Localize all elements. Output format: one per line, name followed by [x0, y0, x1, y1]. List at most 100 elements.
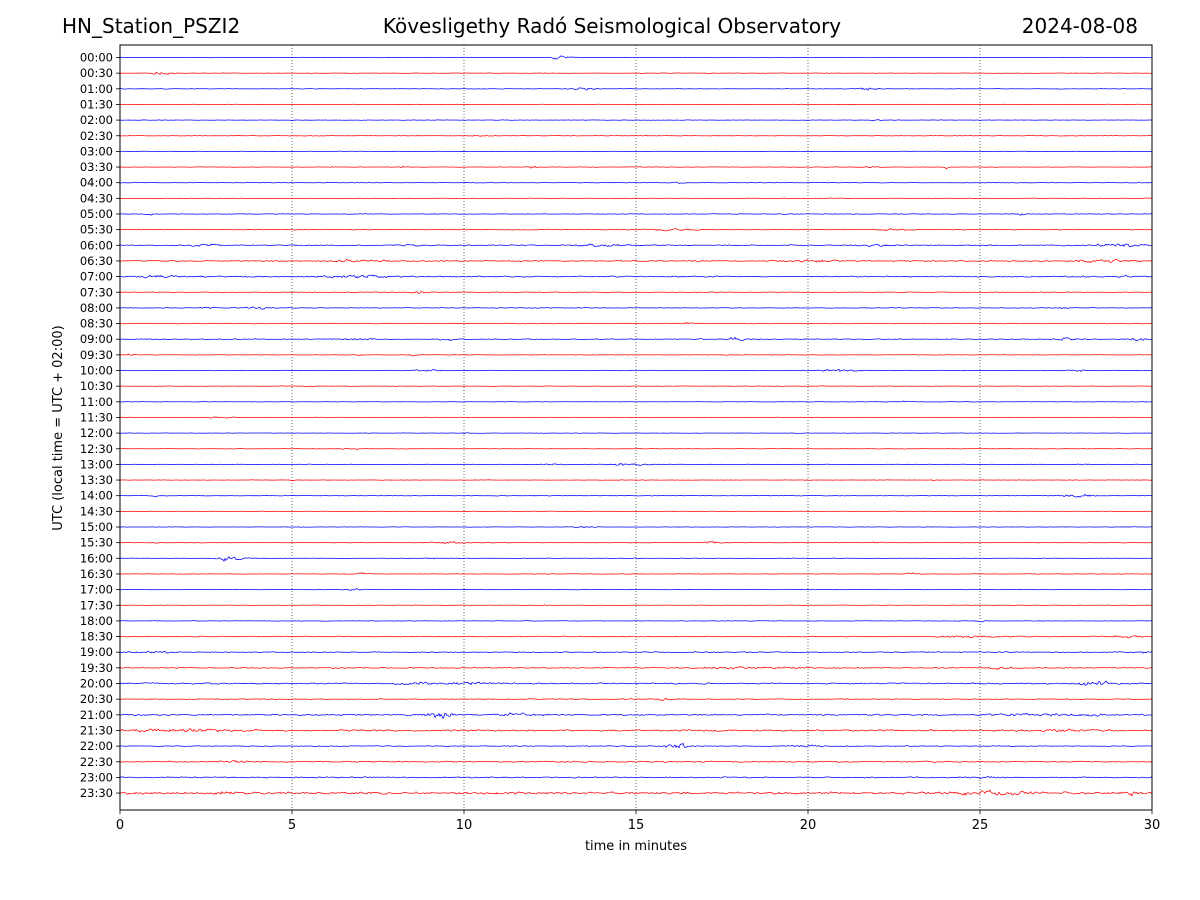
y-tick-label: 00:00	[80, 51, 113, 65]
trace-1500	[119, 526, 1153, 529]
y-tick-label: 13:30	[80, 473, 113, 487]
y-tick-label: 07:30	[80, 285, 113, 299]
trace-1930	[119, 666, 1153, 670]
y-tick-label: 02:00	[80, 113, 113, 127]
x-tick-label: 25	[972, 818, 989, 833]
y-tick-label: 19:00	[80, 645, 113, 659]
y-tick-label: 01:00	[80, 82, 113, 96]
trace-0100	[119, 87, 1153, 91]
y-tick-label: 06:00	[80, 238, 113, 252]
trace-0800	[119, 306, 1152, 310]
trace-2100	[119, 712, 1153, 720]
trace-0900	[119, 336, 1153, 342]
y-tick-label: 22:30	[80, 755, 113, 769]
y-tick-label: 10:30	[80, 379, 113, 393]
y-tick-label: 03:00	[80, 144, 113, 158]
trace-0630	[119, 258, 1153, 263]
trace-1630	[120, 572, 1153, 575]
x-axis-label: time in minutes	[585, 839, 687, 854]
y-tick-label: 21:30	[80, 723, 113, 737]
trace-2200	[119, 742, 1153, 749]
trace-1330	[119, 479, 1153, 482]
y-tick-label: 23:00	[80, 770, 113, 784]
trace-2130	[119, 728, 1153, 733]
y-tick-label: 19:30	[80, 661, 113, 675]
trace-0330	[119, 165, 1153, 170]
y-tick-label: 04:30	[80, 191, 113, 205]
y-tick-label: 12:00	[80, 426, 113, 440]
trace-2000	[119, 680, 1153, 686]
y-tick-label: 08:30	[80, 317, 113, 331]
x-tick-layer: 0 5 10 15 20 25 30	[116, 810, 1160, 833]
trace-1400	[119, 493, 1153, 498]
trace-1730	[119, 604, 1153, 607]
y-tick-label: 16:30	[80, 567, 113, 581]
trace-layer	[119, 55, 1153, 797]
y-tick-label: 20:30	[80, 692, 113, 706]
y-tick-label: 16:00	[80, 551, 113, 565]
trace-0130	[119, 103, 1153, 106]
y-tick-label: 17:00	[80, 583, 113, 597]
y-tick-label: 14:00	[80, 489, 113, 503]
trace-1430	[119, 510, 1153, 513]
trace-1130	[119, 416, 1153, 419]
y-tick-label: 18:30	[80, 630, 113, 644]
trace-1000	[119, 368, 1153, 372]
trace-0300	[119, 150, 1153, 153]
trace-0430	[119, 197, 1153, 200]
trace-2330	[119, 789, 1153, 797]
y-tick-label: 13:00	[80, 457, 113, 471]
grid-layer	[291, 45, 981, 810]
x-tick-label: 15	[628, 818, 645, 833]
y-tick-label: 20:00	[80, 677, 113, 691]
y-tick-label: 15:00	[80, 520, 113, 534]
y-tick-label: 18:00	[80, 614, 113, 628]
y-tick-label: 09:30	[80, 348, 113, 362]
trace-1700	[119, 588, 1153, 591]
trace-1600	[119, 556, 1153, 562]
y-tick-label: 12:30	[80, 442, 113, 456]
x-tick-label: 30	[1144, 818, 1161, 833]
trace-0200	[119, 119, 1153, 122]
y-tick-label: 10:00	[80, 364, 113, 378]
y-tick-label: 03:30	[80, 160, 113, 174]
date-title: 2024-08-08	[1021, 14, 1138, 38]
trace-0600	[119, 243, 1153, 248]
trace-0030	[120, 71, 1153, 75]
trace-0230	[119, 134, 1153, 137]
y-tick-label: 11:00	[80, 395, 113, 409]
x-tick-label: 5	[288, 818, 296, 833]
trace-1030	[119, 385, 1153, 388]
y-axis-label: UTC (local time = UTC + 02:00)	[51, 325, 66, 530]
trace-2300	[119, 776, 1153, 780]
y-tick-label: 15:30	[80, 536, 113, 550]
trace-0530	[120, 228, 1153, 232]
trace-1200	[119, 432, 1153, 434]
y-tick-label: 02:30	[80, 129, 113, 143]
y-tick-label: 05:30	[80, 223, 113, 237]
trace-0500	[119, 213, 1153, 216]
trace-1900	[119, 650, 1153, 654]
y-tick-label: 22:00	[80, 739, 113, 753]
trace-1800	[119, 620, 1153, 623]
y-tick-label: 11:30	[80, 410, 113, 424]
y-tick-label: 07:00	[80, 270, 113, 284]
station-title: HN_Station_PSZI2	[62, 14, 241, 38]
y-tick-label: 01:30	[80, 97, 113, 111]
trace-1830	[119, 635, 1153, 639]
y-tick-label: 23:30	[80, 786, 113, 800]
trace-0000	[119, 55, 1153, 60]
y-tick-label: 21:00	[80, 708, 113, 722]
y-tick-label: 14:30	[80, 504, 113, 518]
y-tick-label: 00:30	[80, 66, 113, 80]
y-tick-label: 06:30	[80, 254, 113, 268]
x-tick-label: 10	[456, 818, 473, 833]
trace-0400	[119, 181, 1153, 184]
trace-2030	[119, 697, 1153, 701]
trace-1230	[119, 447, 1153, 450]
x-tick-label: 0	[116, 818, 124, 833]
y-tick-label: 17:30	[80, 598, 113, 612]
trace-0700	[119, 274, 1153, 279]
